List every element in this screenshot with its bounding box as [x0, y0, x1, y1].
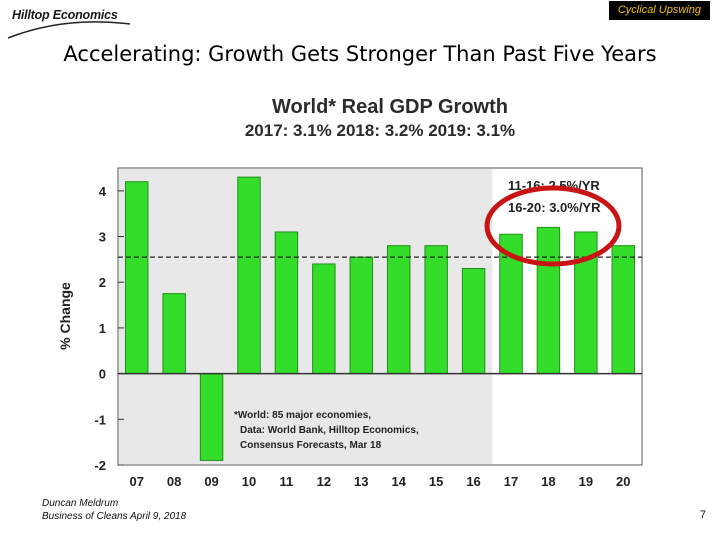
chart-title: World* Real GDP Growth — [272, 96, 508, 118]
section-tag: Cyclical Upswing — [608, 1, 710, 20]
bar-07 — [124, 181, 149, 375]
slide-title: Accelerating: Growth Gets Stronger Than … — [63, 42, 657, 66]
bar-12 — [312, 263, 336, 375]
page-number: 7 — [699, 509, 706, 521]
x-tick-label: 13 — [354, 474, 368, 489]
x-tick-label: 18 — [541, 474, 555, 489]
bar-14 — [386, 245, 411, 375]
x-tick-label: 16 — [466, 474, 480, 489]
bar-09 — [199, 373, 224, 461]
company-logo: Hilltop Economics — [4, 2, 134, 42]
bar-15 — [424, 245, 448, 375]
bar-13 — [349, 256, 374, 375]
x-tick-label: 10 — [242, 474, 256, 489]
x-tick-label: 14 — [391, 474, 406, 489]
y-tick-label: -1 — [94, 412, 106, 427]
footer-author: Duncan Meldrum — [42, 498, 119, 509]
y-tick-label: 1 — [99, 321, 106, 336]
bar-16 — [461, 268, 486, 375]
bar-11 — [274, 231, 299, 375]
bar-08 — [162, 293, 186, 375]
footnote-line-3: Consensus Forecasts, Mar 18 — [240, 440, 382, 451]
y-tick-label: 4 — [99, 184, 107, 199]
footer-event: Business of Cleans April 9, 2018 — [42, 511, 187, 522]
footnote-line-1: *World: 85 major economies, — [234, 410, 371, 421]
y-tick-label: 2 — [99, 275, 106, 290]
x-tick-label: 15 — [429, 474, 443, 489]
highlight-circle — [484, 185, 622, 267]
y-tick-label: 0 — [99, 367, 106, 382]
logo-text: Hilltop Economics — [12, 8, 118, 22]
logo-swoosh-icon — [7, 21, 131, 39]
bar-18 — [536, 226, 561, 375]
x-tick-label: 07 — [129, 474, 143, 489]
y-tick-label: -2 — [94, 458, 106, 473]
chart-subtitle: 2017: 3.1% 2018: 3.2% 2019: 3.1% — [244, 121, 516, 140]
x-tick-label: 08 — [167, 474, 181, 489]
x-tick-label: 19 — [579, 474, 593, 489]
x-tick-label: 12 — [317, 474, 331, 489]
annotation-forecast-average: 16-20: 3.0%/YR — [508, 200, 601, 215]
x-tick-label: 11 — [280, 474, 294, 489]
footer-credits: Duncan Meldrum Business of Cleans April … — [42, 497, 186, 523]
bar-20 — [611, 245, 636, 375]
x-tick-label: 20 — [616, 474, 630, 489]
bar-10 — [237, 176, 261, 375]
y-tick-label: 3 — [99, 230, 106, 245]
footnote-line-2: Data: World Bank, Hilltop Economics, — [240, 425, 419, 436]
x-tick-label: 17 — [504, 474, 518, 489]
x-tick-label: 09 — [204, 474, 218, 489]
y-axis-label: % Change — [57, 282, 73, 350]
